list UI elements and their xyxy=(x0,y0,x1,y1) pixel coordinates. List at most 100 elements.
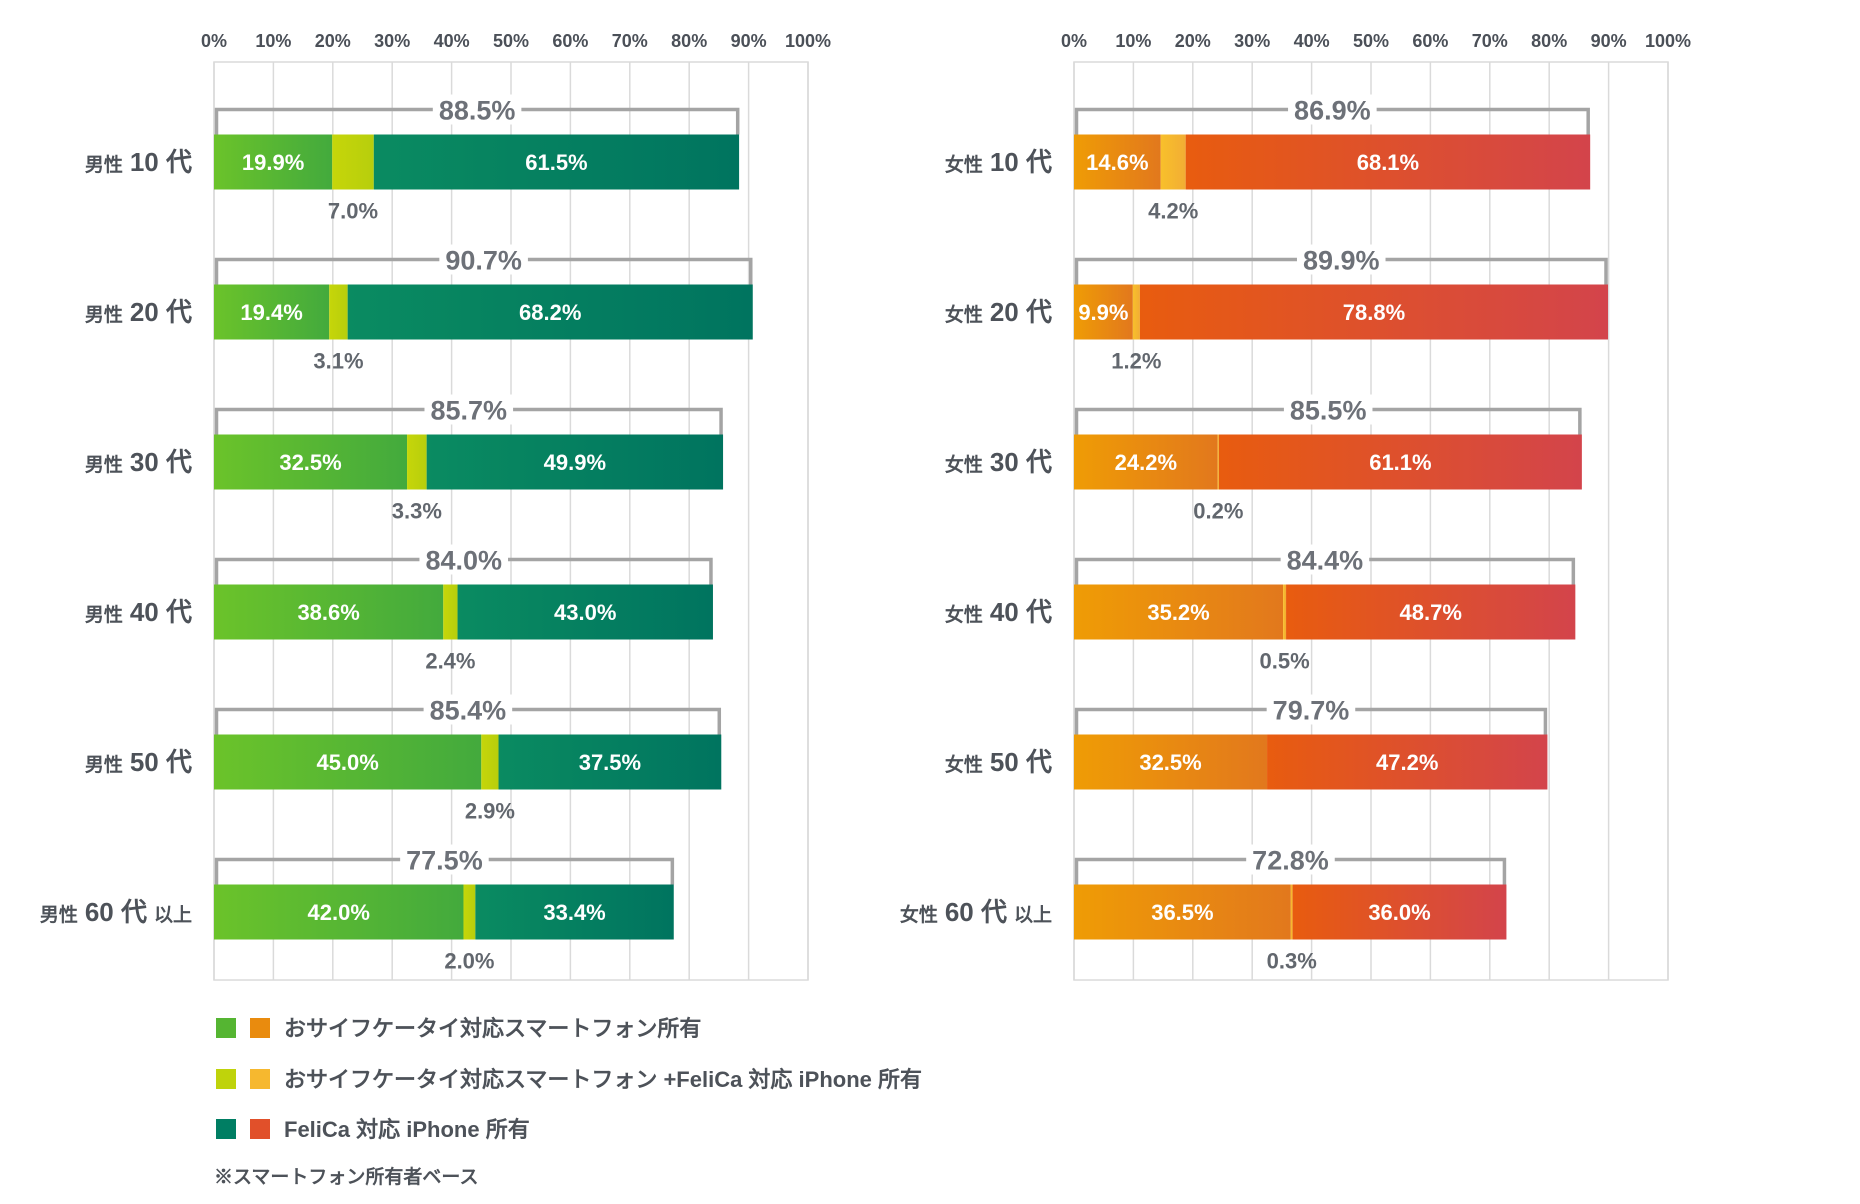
bar-segment-felica-iphone xyxy=(1218,434,1582,490)
x-tick-label: 60% xyxy=(552,31,588,51)
bar-row: 男性 60 代以上 77.5% 42.0% 2.0% 33.4% xyxy=(40,844,675,974)
category-gender: 男性 xyxy=(85,303,123,326)
x-tick-label: 40% xyxy=(1294,31,1330,51)
segment-value-label: 42.0% xyxy=(308,900,370,925)
segment-value-label: 19.9% xyxy=(242,150,304,175)
bar-segment-osaifu-keitai xyxy=(1074,434,1218,490)
x-tick-label: 70% xyxy=(612,31,648,51)
x-tick-label: 0% xyxy=(1061,31,1087,51)
bar-segment-osaifu-keitai xyxy=(1074,134,1161,190)
bar-segment-osaifu-plus-iphone xyxy=(443,584,458,640)
chart-panel: 0% 10% 20% 30% 40% 50% 60% 70% 80% 90% 100% 男性 10 代 8… xyxy=(40,31,831,981)
category-age: 10 代 xyxy=(990,147,1052,177)
category-label: 女性 20 代 xyxy=(945,297,1052,327)
segment-value-label: 37.5% xyxy=(579,750,641,775)
total-label: 84.4% xyxy=(1287,546,1364,576)
legend-swatch-male xyxy=(216,1069,236,1089)
x-tick-label: 100% xyxy=(1645,31,1691,51)
total-label: 79.7% xyxy=(1273,696,1350,726)
legend-item-osaifu-keitai: おサイフケータイ対応スマートフォン所有 xyxy=(216,1016,701,1041)
segment-value-label: 49.9% xyxy=(544,450,606,475)
bar-segment-osaifu-plus-iphone xyxy=(329,284,348,340)
x-tick-label: 90% xyxy=(1591,31,1627,51)
segment-value-label: 36.5% xyxy=(1151,900,1213,925)
total-label: 86.9% xyxy=(1294,96,1371,126)
bar-segment-felica-iphone xyxy=(1286,584,1576,640)
x-tick-label: 20% xyxy=(1175,31,1211,51)
segment-value-label: 19.4% xyxy=(240,300,302,325)
category-age: 60 代 xyxy=(945,897,1007,927)
bar-segment-osaifu-plus-iphone xyxy=(481,734,499,790)
bar-segment-felica-iphone xyxy=(498,734,722,790)
segment-value-label: 61.1% xyxy=(1369,450,1431,475)
x-tick-label: 10% xyxy=(1115,31,1151,51)
category-age: 10 代 xyxy=(130,147,192,177)
total-label-background xyxy=(400,844,489,875)
category-label: 男性 10 代 xyxy=(85,147,192,177)
x-tick-label: 30% xyxy=(374,31,410,51)
category-label: 女性 40 代 xyxy=(945,597,1052,627)
bar-segment-felica-iphone xyxy=(1185,134,1591,190)
x-tick-label: 0% xyxy=(201,31,227,51)
bar-segment-felica-iphone xyxy=(457,584,713,640)
category-age: 60 代 xyxy=(85,897,147,927)
bar-segment-osaifu-plus-iphone xyxy=(463,884,476,940)
bar-segment-osaifu-plus-iphone xyxy=(1160,134,1186,190)
total-label: 88.5% xyxy=(439,96,516,126)
category-gender: 女性 xyxy=(945,603,983,626)
category-label: 男性 40 代 xyxy=(85,597,192,627)
segment-value-label-below: 0.2% xyxy=(1193,499,1243,524)
bar-segment-felica-iphone xyxy=(426,434,724,490)
total-label: 84.0% xyxy=(425,546,502,576)
x-tick-label: 60% xyxy=(1412,31,1448,51)
total-label: 85.7% xyxy=(430,396,507,426)
x-tick-label: 90% xyxy=(731,31,767,51)
segment-value-label-below: 1.2% xyxy=(1111,349,1161,374)
bar-row: 男性 10 代 88.5% 19.9% 7.0% 61.5% xyxy=(85,94,740,224)
bar-segment-osaifu-plus-iphone xyxy=(407,434,427,490)
bar-row: 女性 30 代 85.5% 24.2% 0.2% 61.1% xyxy=(945,394,1582,524)
bar-segment-osaifu-keitai xyxy=(1074,584,1284,640)
x-tick-label: 20% xyxy=(315,31,351,51)
segment-value-label: 45.0% xyxy=(316,750,378,775)
legend-swatch-male xyxy=(216,1018,236,1038)
category-gender: 男性 xyxy=(85,753,123,776)
segment-value-label-below: 0.5% xyxy=(1259,649,1309,674)
bar-row: 女性 40 代 84.4% 35.2% 0.5% 48.7% xyxy=(945,544,1576,674)
segment-value-label-below: 4.2% xyxy=(1148,199,1198,224)
bar-segment-felica-iphone xyxy=(475,884,674,940)
bar-row: 男性 20 代 90.7% 19.4% 3.1% 68.2% xyxy=(85,244,753,374)
segment-value-label: 78.8% xyxy=(1343,300,1405,325)
bar-row: 女性 60 代以上 72.8% 36.5% 0.3% 36.0% xyxy=(900,844,1507,974)
x-tick-label: 50% xyxy=(493,31,529,51)
category-label: 女性 50 代 xyxy=(945,747,1052,777)
segment-value-label-below: 2.0% xyxy=(444,949,494,974)
bar-segment-osaifu-keitai xyxy=(1074,884,1291,940)
total-label: 85.5% xyxy=(1290,396,1367,426)
total-label-background xyxy=(423,694,513,725)
x-tick-label: 10% xyxy=(255,31,291,51)
bar-segment-osaifu-keitai xyxy=(214,434,408,490)
category-age: 50 代 xyxy=(130,747,192,777)
bar-segment-osaifu-keitai xyxy=(214,884,464,940)
segment-value-label-below: 3.1% xyxy=(313,349,363,374)
bar-segment-osaifu-plus-iphone xyxy=(1217,434,1219,490)
category-suffix: 以上 xyxy=(154,904,192,926)
bar-segment-felica-iphone xyxy=(1267,734,1548,790)
segment-value-label: 38.6% xyxy=(297,600,359,625)
category-gender: 男性 xyxy=(40,903,78,926)
total-label: 77.5% xyxy=(406,846,483,876)
segment-value-label: 47.2% xyxy=(1376,750,1438,775)
x-tick-label: 40% xyxy=(434,31,470,51)
chart-panel: 0% 10% 20% 30% 40% 50% 60% 70% 80% 90% 100% 女性 10 代 8… xyxy=(900,31,1691,981)
total-label-background xyxy=(1288,94,1377,125)
bar-segment-osaifu-plus-iphone xyxy=(332,134,374,190)
category-age: 40 代 xyxy=(130,597,192,627)
segment-value-label: 68.2% xyxy=(519,300,581,325)
total-label: 90.7% xyxy=(445,246,522,276)
category-label: 女性 10 代 xyxy=(945,147,1052,177)
chart-panels: 0% 10% 20% 30% 40% 50% 60% 70% 80% 90% 100% 男性 10 代 8… xyxy=(40,31,1691,981)
bar-row: 女性 50 代 79.7% 32.5% 47.2% xyxy=(945,694,1548,790)
segment-value-label: 24.2% xyxy=(1115,450,1177,475)
